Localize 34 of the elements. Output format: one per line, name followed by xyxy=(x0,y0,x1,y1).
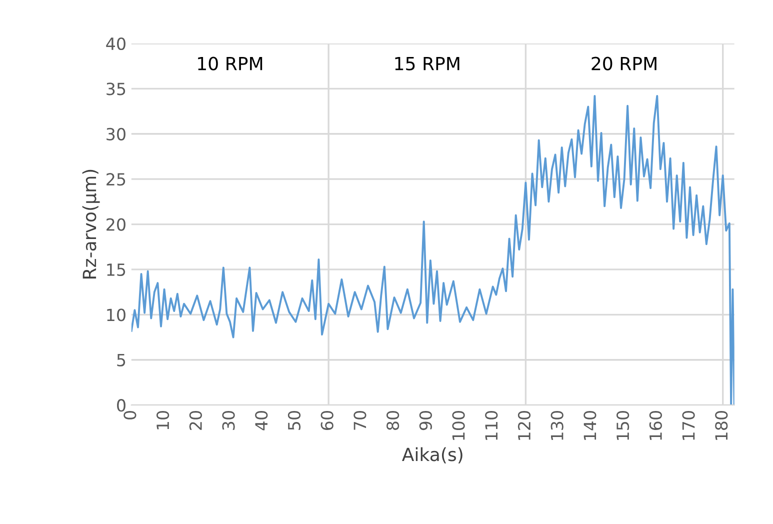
y-tick-label: 25 xyxy=(106,173,126,186)
x-tick-label: 140 xyxy=(584,411,596,440)
x-tick-label: 160 xyxy=(649,411,662,440)
annotation: 20 RPM xyxy=(592,56,656,70)
x-tick-label: 170 xyxy=(682,411,695,440)
x-tick-label: 0 xyxy=(124,411,136,420)
x-tick-label: 10 xyxy=(156,411,170,430)
y-tick-label: 20 xyxy=(106,218,126,231)
y-axis-title: Rz-arvo(µm) xyxy=(82,170,100,278)
y-tick-label: 5 xyxy=(117,354,126,366)
y-tick-label: 10 xyxy=(107,308,126,322)
x-tick-label: 80 xyxy=(386,411,400,430)
x-tick-label: 100 xyxy=(452,411,465,440)
x-tick-label: 150 xyxy=(616,411,630,440)
x-tick-label: 130 xyxy=(550,411,564,440)
x-tick-label: 20 xyxy=(189,411,202,430)
x-tick-label: 180 xyxy=(715,411,728,440)
x-tick-label: 120 xyxy=(518,411,531,440)
x-tick-label: 70 xyxy=(354,411,366,430)
y-tick-label: 0 xyxy=(117,399,126,412)
y-tick-label: 35 xyxy=(106,82,126,96)
x-tick-label: 50 xyxy=(288,411,301,430)
line-series xyxy=(131,94,734,406)
x-tick-label: 30 xyxy=(222,411,235,430)
x-tick-label: 40 xyxy=(255,411,268,430)
x-tick-label: 110 xyxy=(485,411,498,440)
y-tick-label: 15 xyxy=(107,264,126,276)
y-tick-label: 40 xyxy=(106,37,126,50)
x-tick-label: 90 xyxy=(419,411,432,430)
annotation: 10 RPM xyxy=(198,56,262,70)
x-tick-label: 60 xyxy=(320,411,334,430)
y-tick-label: 30 xyxy=(106,128,126,140)
x-axis-title: Aika(s) xyxy=(402,447,462,464)
annotation: 15 RPM xyxy=(395,57,460,70)
